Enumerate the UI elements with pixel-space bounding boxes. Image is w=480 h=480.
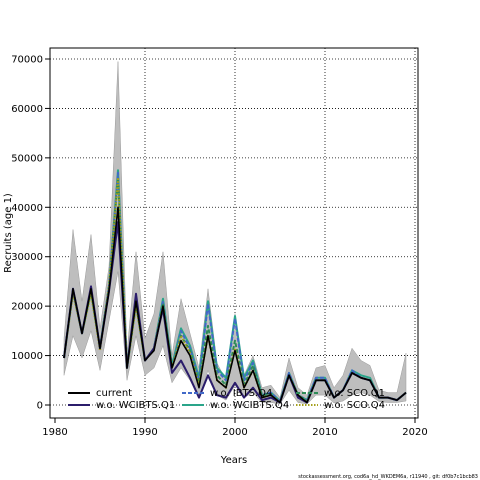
y-axis-title: Recruits (age 1) — [3, 193, 14, 273]
legend-label-0: current — [96, 388, 132, 399]
x-axis-title: Years — [220, 455, 247, 466]
plot-frame — [49, 47, 419, 419]
y-axis: 0 10000 20000 30000 40000 50000 60000 70000 — [11, 55, 50, 412]
y-tick-label-3: 30000 — [11, 252, 43, 263]
x-tick-label-3: 2010 — [312, 427, 337, 438]
legend-label-4: w.o. SCO.Q1 — [324, 388, 385, 399]
y-tick-label-2: 20000 — [11, 302, 43, 313]
x-tick-label-4: 2020 — [402, 427, 427, 438]
y-tick-label-1: 10000 — [11, 351, 43, 362]
y-tick-label-5: 50000 — [11, 153, 43, 164]
x-tick-label-2: 2000 — [222, 427, 247, 438]
confidence-band — [63, 61, 407, 405]
legend-label-5: w.o. SCO.Q4 — [324, 400, 385, 411]
legend-label-3: w.o. WCIBTS.Q4 — [210, 400, 289, 411]
legend-label-1: w.o. WCIBTS.Q1 — [96, 400, 175, 411]
y-tick-label-7: 70000 — [11, 55, 43, 66]
legend-label-2: w.o. IBTS.Q4 — [210, 388, 272, 399]
y-tick-label-0: 0 — [37, 401, 43, 412]
series-line-2 — [63, 171, 407, 403]
y-tick-label-4: 40000 — [11, 203, 43, 214]
series-line-0 — [63, 206, 407, 404]
x-axis: 1980 1990 2000 2010 2020 — [42, 418, 428, 438]
x-tick-label-1: 1990 — [132, 427, 157, 438]
footer-text: stockassessment.org, cod6a_hd_WKDEM6a, r… — [298, 474, 478, 480]
x-tick-label-0: 1980 — [42, 427, 67, 438]
series-lines — [63, 169, 407, 404]
y-tick-label-6: 60000 — [11, 104, 43, 115]
